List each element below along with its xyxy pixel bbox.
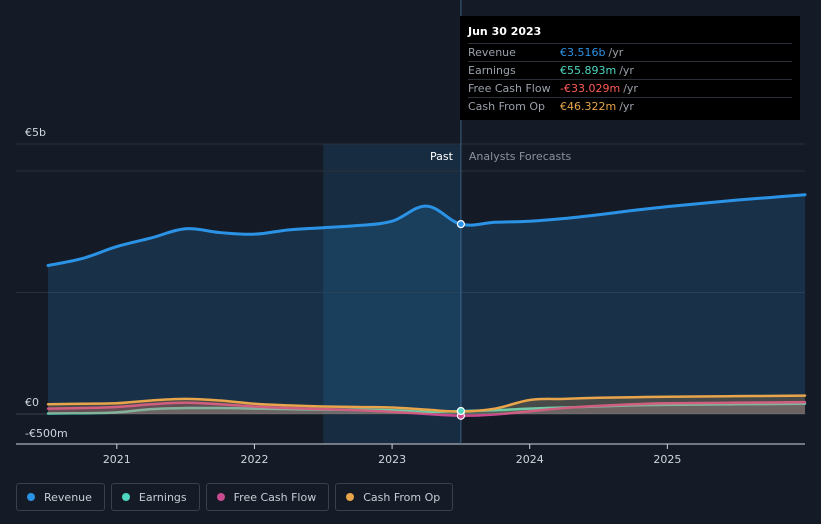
legend: Revenue Earnings Free Cash Flow Cash Fro… — [16, 483, 454, 511]
legend-label: Revenue — [44, 490, 92, 504]
series-area-revenue — [48, 194, 805, 414]
tooltip-row-revenue: Revenue €3.516b /yr — [468, 43, 792, 61]
tooltip-unit: /yr — [619, 64, 634, 77]
x-tick-label: 2022 — [240, 453, 268, 466]
tooltip-row-cfo: Cash From Op €46.322m /yr — [468, 97, 792, 115]
legend-item-revenue[interactable]: Revenue — [16, 483, 105, 511]
y-label-bottom: -€500m — [25, 427, 68, 440]
legend-item-earnings[interactable]: Earnings — [110, 483, 200, 511]
series-group — [46, 193, 807, 420]
legend-label: Earnings — [138, 490, 187, 504]
series-line-revenue — [46, 193, 807, 267]
tooltip-date: Jun 30 2023 — [468, 25, 542, 38]
y-label-top: €5b — [25, 126, 46, 139]
tooltip-value: -€33.029m — [560, 82, 621, 95]
tooltip-label: Free Cash Flow — [468, 82, 551, 95]
legend-item-free-cash-flow[interactable]: Free Cash Flow — [205, 483, 330, 511]
x-tick-label: 2025 — [653, 453, 681, 466]
past-shade — [323, 144, 461, 444]
tooltip-label: Earnings — [468, 64, 516, 77]
x-tick-label: 2023 — [378, 453, 406, 466]
forecast-label: Analysts Forecasts — [469, 150, 572, 163]
x-tick-label: 2024 — [516, 453, 544, 466]
legend-dot-icon — [121, 493, 130, 501]
tooltip-value: €3.516b — [560, 46, 606, 59]
legend-dot-icon — [27, 493, 35, 501]
chart-area: 2021 2022 2023 2024 2025 €5b €0 -€500m Past … — [16, 0, 807, 466]
series-line-cfo — [46, 394, 807, 413]
y-label-zero: €0 — [25, 396, 39, 409]
legend-dot-icon — [216, 493, 225, 501]
x-tick-label: 2021 — [103, 453, 131, 466]
tooltip-row-earnings: Earnings €55.893m /yr — [468, 61, 792, 79]
series-area-cfo — [48, 395, 805, 414]
series-line-fcf — [46, 400, 807, 418]
tooltip-unit: /yr — [608, 46, 624, 59]
past-label: Past — [430, 150, 454, 163]
tooltip-value: €46.322m — [560, 100, 617, 113]
legend-label: Free Cash Flow — [233, 490, 317, 504]
tooltip-unit: /yr — [619, 100, 634, 113]
marker-revenue — [456, 220, 466, 229]
tooltip-value: €55.893m — [560, 64, 617, 77]
legend-dot-icon — [346, 493, 355, 501]
tooltip: Jun 30 2023 Revenue €3.516b /yr Earnings… — [460, 16, 800, 120]
tooltip-label: Cash From Op — [468, 100, 546, 113]
legend-item-cash-from-op[interactable]: Cash From Op — [335, 483, 454, 511]
marker-earnings — [456, 406, 466, 416]
x-ticks: 2021 2022 2023 2024 2025 — [103, 444, 681, 466]
tooltip-label: Revenue — [468, 46, 516, 59]
tooltip-unit: /yr — [623, 82, 638, 95]
legend-label: Cash From Op — [363, 490, 441, 504]
tooltip-row-fcf: Free Cash Flow -€33.029m /yr — [468, 79, 792, 97]
